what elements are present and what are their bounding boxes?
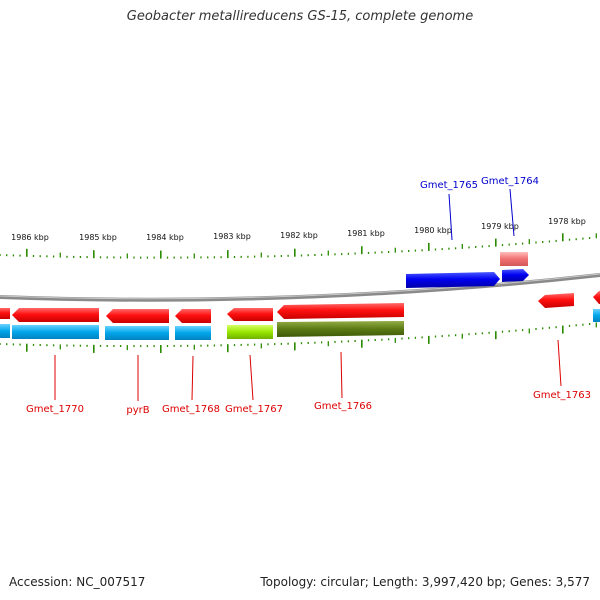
topology-text: Topology: circular; Length: 3,997,420 bp…	[260, 575, 590, 589]
gene-label-gmet-1766[interactable]: Gmet_1766	[314, 401, 372, 412]
kbp-label-1984: 1984 kbp	[146, 233, 184, 242]
gene-label-gmet-1763[interactable]: Gmet_1763	[533, 390, 591, 401]
cds-gmet-1768[interactable]	[175, 326, 211, 340]
kbp-label-1982: 1982 kbp	[280, 231, 318, 240]
genome-backbone-highlight	[0, 273, 600, 300]
gene-gmet-1764-rna-box[interactable]	[500, 252, 528, 266]
gene-label-gmet-1768[interactable]: Gmet_1768	[162, 404, 220, 415]
feature-gmet-1766[interactable]	[277, 321, 404, 337]
kbp-label-1979: 1979 kbp	[481, 222, 519, 231]
cds-gmet-1770[interactable]	[12, 325, 99, 339]
gene-label-pyrb[interactable]: pyrB	[126, 405, 149, 416]
leader-gmet-1765	[448, 193, 453, 241]
gene-gmet-1765-arrow[interactable]	[406, 272, 500, 288]
gene-partial-right-arrow[interactable]	[593, 291, 600, 304]
kbp-label-1980: 1980 kbp	[414, 226, 452, 235]
cds-pyrb[interactable]	[105, 326, 169, 340]
feature-gmet-1767[interactable]	[227, 325, 273, 339]
gene-gmet-1766-arrow[interactable]	[277, 303, 404, 319]
cds-partial-right[interactable]	[593, 309, 600, 322]
gene-gmet-1763-arrow[interactable]	[538, 293, 574, 308]
leader-gmet-1763	[557, 339, 562, 387]
genome-backbone	[0, 273, 600, 302]
leader-gmet-1768	[191, 355, 194, 401]
top-tick-ruler	[0, 233, 597, 259]
kbp-label-1986: 1986 kbp	[11, 233, 49, 242]
leader-gmet-1766	[340, 351, 343, 399]
gene-label-gmet-1770[interactable]: Gmet_1770	[26, 404, 84, 415]
genome-title: Geobacter metallireducens GS-15, complet…	[126, 9, 474, 24]
kbp-label-1985: 1985 kbp	[79, 233, 117, 242]
bottom-tick-ruler	[0, 322, 597, 353]
gene-label-gmet-1764[interactable]: Gmet_1764	[481, 176, 539, 187]
gene-gmet-1767-arrow[interactable]	[227, 308, 273, 321]
gene-label-gmet-1765[interactable]: Gmet_1765	[420, 180, 478, 191]
kbp-label-1983: 1983 kbp	[213, 232, 251, 241]
gene-partial-left-arrow[interactable]	[0, 308, 10, 319]
leader-gmet-1767	[249, 354, 254, 401]
cds-partial-left[interactable]	[0, 324, 10, 338]
gene-gmet-1768-arrow[interactable]	[175, 309, 211, 323]
gene-pyrb-arrow[interactable]	[106, 309, 169, 323]
gene-label-gmet-1767[interactable]: Gmet_1767	[225, 404, 283, 415]
accession-text: Accession: NC_007517	[9, 575, 146, 589]
kbp-label-1978: 1978 kbp	[548, 217, 586, 226]
gene-gmet-1770-arrow[interactable]	[12, 308, 99, 322]
leader-gmet-1764	[509, 188, 515, 237]
kbp-label-1981: 1981 kbp	[347, 229, 385, 238]
gene-gmet-1764-arrow[interactable]	[502, 269, 529, 282]
